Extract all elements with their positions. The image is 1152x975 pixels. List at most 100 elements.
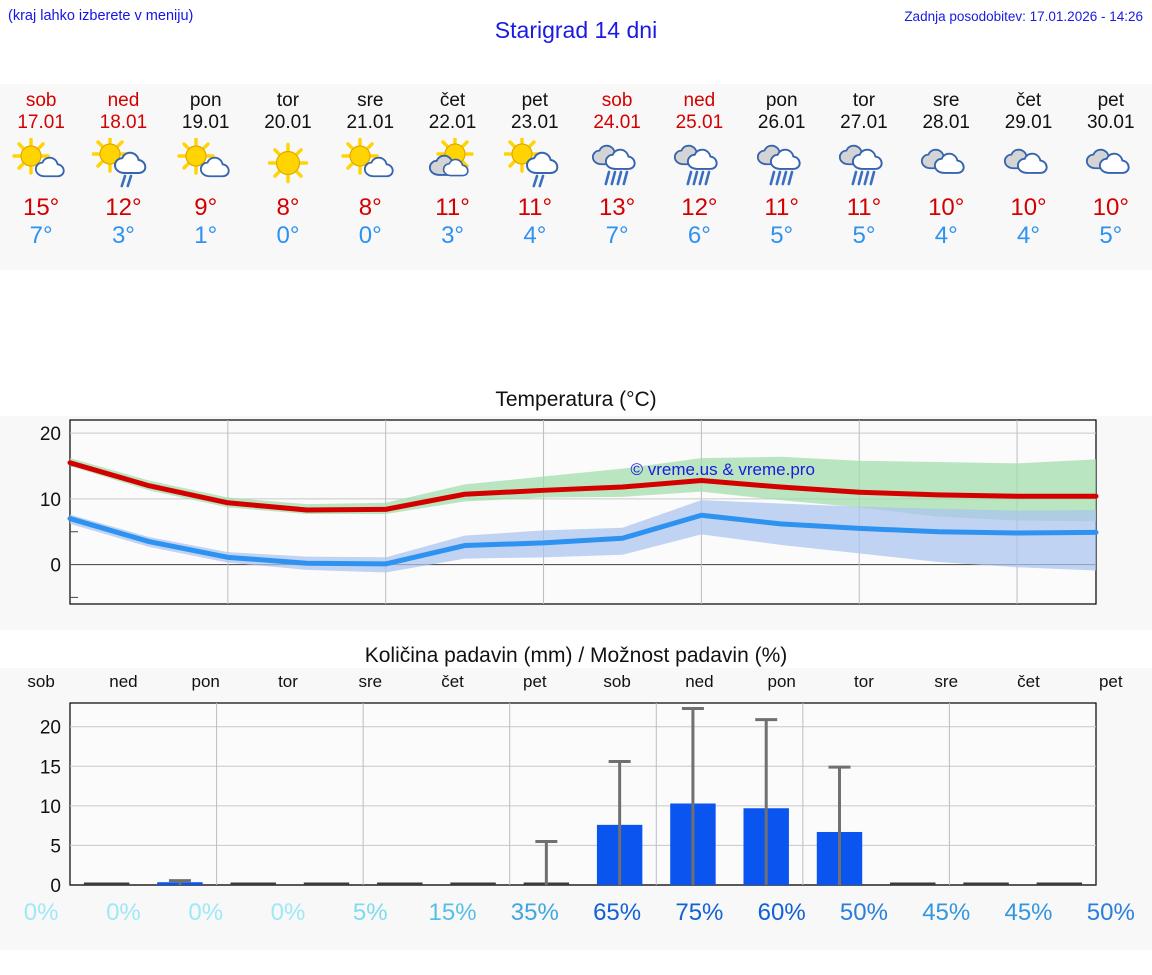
precipitation-probability-label: 0% [188, 899, 224, 926]
forecast-day-column[interactable]: sob 24.01 13° 7° [576, 84, 658, 270]
cloud-sun-icon [422, 136, 484, 192]
forecast-day-column[interactable]: sre 21.01 8° 0° [329, 84, 411, 270]
page-header: (kraj lahko izberete v meniju) Starigrad… [0, 0, 1152, 62]
day-name: ned [107, 90, 140, 111]
precipitation-day-labels: sob ned pon tor sre čet pet sob ned pon tor sre čet p… [0, 672, 1152, 694]
precipitation-probability-label: 0% [270, 899, 306, 926]
day-name: pon [189, 90, 222, 111]
precipitation-probability-label: 45% [922, 899, 971, 926]
precipitation-chart: 0 5 10 15 20 [40, 702, 1097, 897]
precipitation-chart-title: Količina padavin (mm) / Možnost padavin … [364, 644, 788, 667]
svg-text:10: 10 [40, 797, 61, 818]
cloud-icon [1080, 136, 1142, 192]
temperature-chart-section: Temperatura (°C) 0 10 20 © vreme.us & vreme… [0, 380, 1152, 630]
day-temp-max: 9° [194, 194, 218, 221]
cloud-rain-icon [751, 136, 813, 192]
precipitation-probability-label: 15% [428, 899, 477, 926]
day-date: 17.01 [17, 112, 65, 133]
precipitation-day-label: pon [191, 672, 220, 691]
precipitation-day-label: tor [278, 672, 298, 691]
day-temp-max: 11° [764, 194, 799, 221]
precipitation-day-label: sob [603, 672, 631, 691]
day-date: 18.01 [99, 112, 148, 133]
precipitation-day-label: tor [854, 672, 874, 691]
forecast-day-column[interactable]: ned 18.01 12° 3° [82, 84, 164, 270]
day-date: 21.01 [346, 112, 395, 133]
forecast-day-column[interactable]: pet 30.01 10° 5° [1070, 84, 1152, 270]
day-temp-max: 8° [358, 194, 382, 221]
day-temp-min: 4° [1017, 222, 1040, 249]
svg-text:0: 0 [50, 556, 61, 577]
precipitation-day-label: sre [934, 672, 959, 691]
day-temp-max: 15° [22, 194, 60, 221]
day-name: sre [357, 90, 384, 111]
day-name: pet [521, 90, 549, 111]
day-date: 24.01 [593, 112, 641, 133]
forecast-day-column[interactable]: sre 28.01 10° 4° [905, 84, 987, 270]
day-temp-max: 12° [681, 194, 718, 221]
day-name: sre [933, 90, 960, 111]
svg-text:15: 15 [40, 757, 61, 778]
day-temp-min: 3° [111, 222, 135, 249]
precipitation-day-label: sob [27, 672, 55, 691]
precipitation-day-label: čet [1017, 672, 1040, 691]
precipitation-probability-label: 75% [675, 899, 724, 926]
forecast-day-column[interactable]: čet 29.01 10° 4° [987, 84, 1069, 270]
precipitation-probability-label: 50% [1086, 899, 1135, 926]
precipitation-probability-label: 65% [593, 899, 642, 926]
day-date: 30.01 [1087, 112, 1135, 133]
day-temp-min: 5° [1099, 222, 1123, 249]
forecast-day-column[interactable]: sob 17.01 15° 7° [0, 84, 82, 270]
precipitation-probability-label: 0% [106, 899, 141, 926]
precipitation-day-label: pon [767, 672, 796, 691]
day-date: 28.01 [922, 112, 970, 133]
day-temp-max: 11° [435, 194, 470, 221]
cloud-icon [915, 136, 977, 192]
day-name: tor [852, 90, 876, 111]
sun-cloud-rain-icon [92, 136, 154, 192]
day-name: čet [1015, 90, 1042, 111]
precipitation-day-label: pet [523, 672, 547, 691]
day-temp-min: 6° [687, 222, 711, 249]
precipitation-probability-label: 50% [839, 899, 888, 926]
forecast-day-column[interactable]: tor 27.01 11° 5° [823, 84, 905, 270]
precipitation-probability-label: 0% [23, 899, 59, 926]
day-name: sob [25, 90, 57, 111]
precipitation-day-label: čet [441, 672, 464, 691]
day-temp-min: 0° [358, 222, 382, 249]
precipitation-day-label: ned [685, 672, 714, 691]
temperature-chart-title: Temperatura (°C) [0, 388, 1152, 416]
menu-hint-text: (kraj lahko izberete v meniju) [8, 8, 194, 24]
svg-text:5: 5 [50, 836, 61, 857]
cloud-rain-icon [833, 136, 895, 192]
day-temp-max: 12° [105, 194, 142, 221]
svg-text:0: 0 [50, 876, 61, 897]
forecast-day-column[interactable]: pon 26.01 11° 5° [741, 84, 823, 270]
day-date: 23.01 [511, 112, 559, 133]
sun-cloud-rain-icon [503, 136, 566, 192]
day-temp-min: 7° [29, 222, 53, 249]
day-name: tor [276, 90, 300, 111]
day-temp-min: 1° [194, 222, 218, 249]
day-temp-max: 8° [276, 194, 300, 221]
cloud-rain-icon [586, 136, 648, 192]
precipitation-probability-label: 5% [352, 899, 388, 926]
day-date: 22.01 [428, 112, 477, 133]
day-date: 29.01 [1004, 112, 1053, 133]
precipitation-day-label: pet [1098, 672, 1123, 691]
precipitation-chart-section: Količina padavin (mm) / Možnost padavin … [0, 640, 1152, 950]
sun-icon [257, 136, 319, 192]
precipitation-probability-row: 0% 0% 0% 0% 5% 15% 35% 65% 75% 60% 50% 45% 45% 50% [0, 899, 1152, 935]
forecast-day-column[interactable]: pon 19.01 9° 1° [165, 84, 247, 270]
forecast-day-column[interactable]: pet 23.01 11° 4° [494, 84, 576, 270]
forecast-day-column[interactable]: tor 20.01 8° 0° [247, 84, 329, 270]
day-temp-max: 11° [517, 194, 553, 221]
forecast-day-column[interactable]: čet 22.01 11° 3° [411, 84, 493, 270]
last-updated-text: Zadnja posodobitev: 17.01.2026 - 14:26 [904, 9, 1143, 24]
day-date: 20.01 [264, 112, 312, 133]
day-date: 27.01 [840, 112, 888, 133]
precipitation-probability-label: 35% [510, 899, 559, 926]
day-temp-max: 10° [1092, 194, 1129, 221]
sun-cloud-icon [175, 136, 237, 192]
forecast-day-column[interactable]: ned 25.01 12° 6° [658, 84, 740, 270]
